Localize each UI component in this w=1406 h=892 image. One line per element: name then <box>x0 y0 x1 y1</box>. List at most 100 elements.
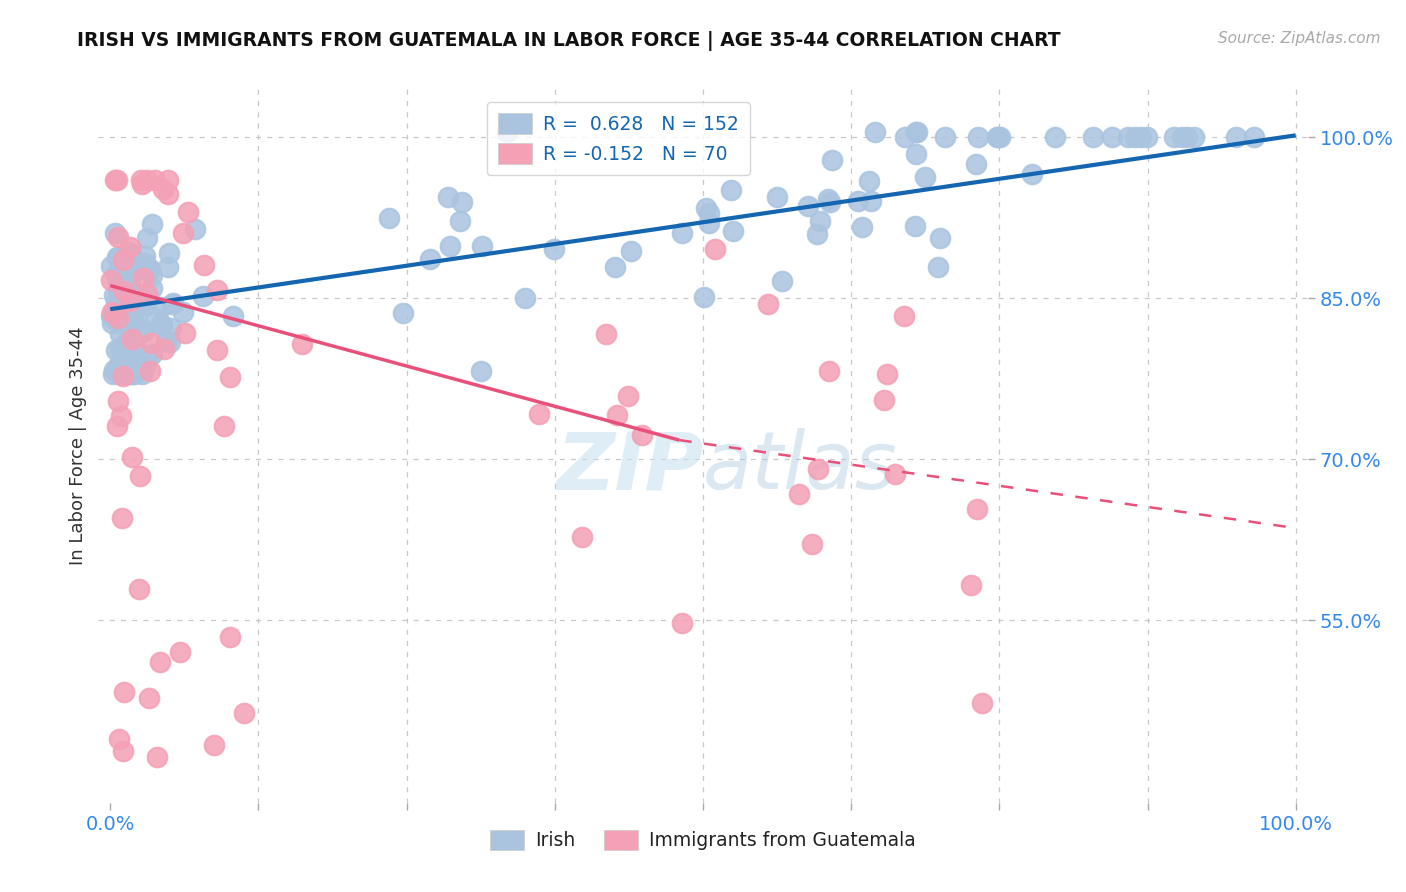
Point <box>756 296 779 310</box>
Point <box>121 333 143 347</box>
Point <box>105 173 128 187</box>
Point <box>806 227 828 242</box>
Point <box>105 418 128 433</box>
Point <box>139 261 162 276</box>
Point <box>114 306 136 320</box>
Point <box>122 367 145 381</box>
Point <box>120 240 142 254</box>
Point <box>149 317 172 331</box>
Point <box>139 364 162 378</box>
Point <box>1182 130 1205 145</box>
Point <box>863 125 886 139</box>
Point <box>471 239 494 253</box>
Point <box>449 214 471 228</box>
Point <box>391 305 413 319</box>
Point <box>858 174 880 188</box>
Point <box>1163 130 1185 145</box>
Point <box>703 242 725 256</box>
Point <box>132 324 155 338</box>
Point <box>496 125 519 139</box>
Point <box>1129 130 1152 145</box>
Point <box>967 130 990 145</box>
Point <box>108 367 131 381</box>
Point <box>1177 130 1199 145</box>
Point <box>117 301 139 316</box>
Point <box>606 408 628 422</box>
Point <box>605 260 627 274</box>
Y-axis label: In Labor Force | Age 35-44: In Labor Force | Age 35-44 <box>69 326 87 566</box>
Point <box>103 288 125 302</box>
Point <box>439 238 461 252</box>
Point <box>156 173 179 187</box>
Point <box>883 467 905 482</box>
Point <box>120 346 142 360</box>
Point <box>970 696 993 710</box>
Point <box>107 287 129 301</box>
Point <box>821 153 844 167</box>
Point <box>1101 130 1123 145</box>
Point <box>770 274 793 288</box>
Point <box>128 582 150 596</box>
Point <box>818 364 841 378</box>
Point <box>232 706 254 720</box>
Point <box>927 260 949 274</box>
Point <box>1225 130 1247 145</box>
Point <box>451 195 474 210</box>
Point <box>904 219 927 233</box>
Point <box>801 537 824 551</box>
Point <box>990 130 1012 145</box>
Point <box>159 321 181 335</box>
Point <box>527 407 550 421</box>
Point <box>112 313 135 327</box>
Point <box>120 309 142 323</box>
Point <box>205 343 228 357</box>
Point <box>114 367 136 381</box>
Point <box>141 268 163 282</box>
Point <box>100 309 122 323</box>
Point <box>959 578 981 592</box>
Point <box>150 318 173 332</box>
Point <box>149 300 172 314</box>
Point <box>202 738 225 752</box>
Point <box>105 295 128 310</box>
Point <box>765 190 787 204</box>
Point <box>105 343 128 357</box>
Point <box>697 216 720 230</box>
Point <box>986 130 1008 145</box>
Point <box>128 262 150 277</box>
Point <box>929 231 952 245</box>
Point <box>103 363 125 377</box>
Point <box>129 173 152 187</box>
Point <box>104 226 127 240</box>
Point <box>131 322 153 336</box>
Point <box>117 301 139 315</box>
Point <box>207 283 229 297</box>
Point <box>172 226 194 240</box>
Point <box>108 275 131 289</box>
Point <box>934 130 956 145</box>
Point <box>149 655 172 669</box>
Point <box>1123 130 1146 145</box>
Point <box>904 125 927 139</box>
Point <box>108 291 131 305</box>
Point <box>152 182 174 196</box>
Point <box>905 125 928 139</box>
Point <box>139 336 162 351</box>
Point <box>108 357 131 371</box>
Point <box>513 291 536 305</box>
Point <box>191 289 214 303</box>
Point <box>103 310 125 325</box>
Point <box>859 194 882 208</box>
Text: Source: ZipAtlas.com: Source: ZipAtlas.com <box>1218 31 1381 46</box>
Point <box>131 367 153 381</box>
Point <box>169 644 191 658</box>
Point <box>172 305 194 319</box>
Point <box>136 287 159 301</box>
Point <box>121 367 143 381</box>
Point <box>693 290 716 304</box>
Point <box>120 359 142 373</box>
Point <box>808 213 831 227</box>
Point <box>893 309 915 323</box>
Point <box>156 260 179 275</box>
Point <box>112 262 135 277</box>
